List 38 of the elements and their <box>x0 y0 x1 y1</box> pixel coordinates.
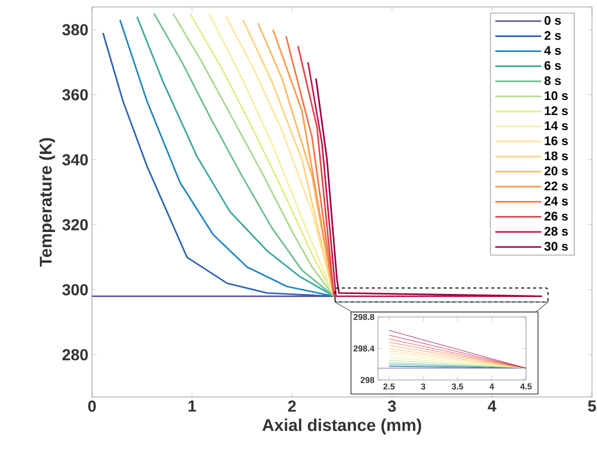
y-tick-label: 380 <box>62 24 88 36</box>
legend-label: 24 s <box>544 196 568 206</box>
x-tick-label: 3 <box>421 384 426 390</box>
legend-label: 4 s <box>544 46 561 55</box>
legend-label: 10 s <box>544 91 568 100</box>
y-tick-label: 360 <box>62 89 88 100</box>
legend-label: 12 s <box>544 106 568 116</box>
y-tick-label: 298.8 <box>354 314 374 320</box>
y-tick-label: 298 <box>360 376 374 383</box>
x-tick-label: 4.5 <box>520 384 532 390</box>
legend-label: 2 s <box>544 31 561 40</box>
legend-label: 20 s <box>544 166 568 176</box>
legend-label: 18 s <box>544 151 568 160</box>
y-axis-title: Temperature (K) <box>39 138 56 267</box>
x-tick-label: 2.5 <box>383 384 395 390</box>
x-tick-label: 2 <box>288 400 296 412</box>
legend-label: 26 s <box>544 212 568 221</box>
y-tick-label: 320 <box>62 219 88 230</box>
legend-label: 22 s <box>544 182 568 190</box>
y-tick-label: 300 <box>62 284 88 296</box>
x-tick-label: 0 <box>88 400 96 412</box>
x-tick-label: 1 <box>188 400 196 412</box>
x-tick-label: 3.5 <box>452 384 464 390</box>
legend-label: 16 s <box>544 136 568 146</box>
legend-label: 6 s <box>544 61 561 70</box>
x-tick-label: 3 <box>388 400 396 412</box>
y-tick-label: 280 <box>62 349 88 360</box>
legend-label: 28 s <box>544 226 568 236</box>
y-tick-label: 340 <box>62 154 88 166</box>
x-tick-label: 4 <box>490 384 494 390</box>
x-axis-title: Axial distance (mm) <box>262 418 422 434</box>
x-tick-label: 4 <box>488 400 496 412</box>
x-tick-label: 5 <box>588 400 596 412</box>
legend-label: 0 s <box>544 16 561 25</box>
y-tick-label: 298.4 <box>354 345 374 352</box>
legend-label: 30 s <box>544 242 568 251</box>
legend-label: 14 s <box>544 121 568 130</box>
legend-label: 8 s <box>544 76 561 86</box>
